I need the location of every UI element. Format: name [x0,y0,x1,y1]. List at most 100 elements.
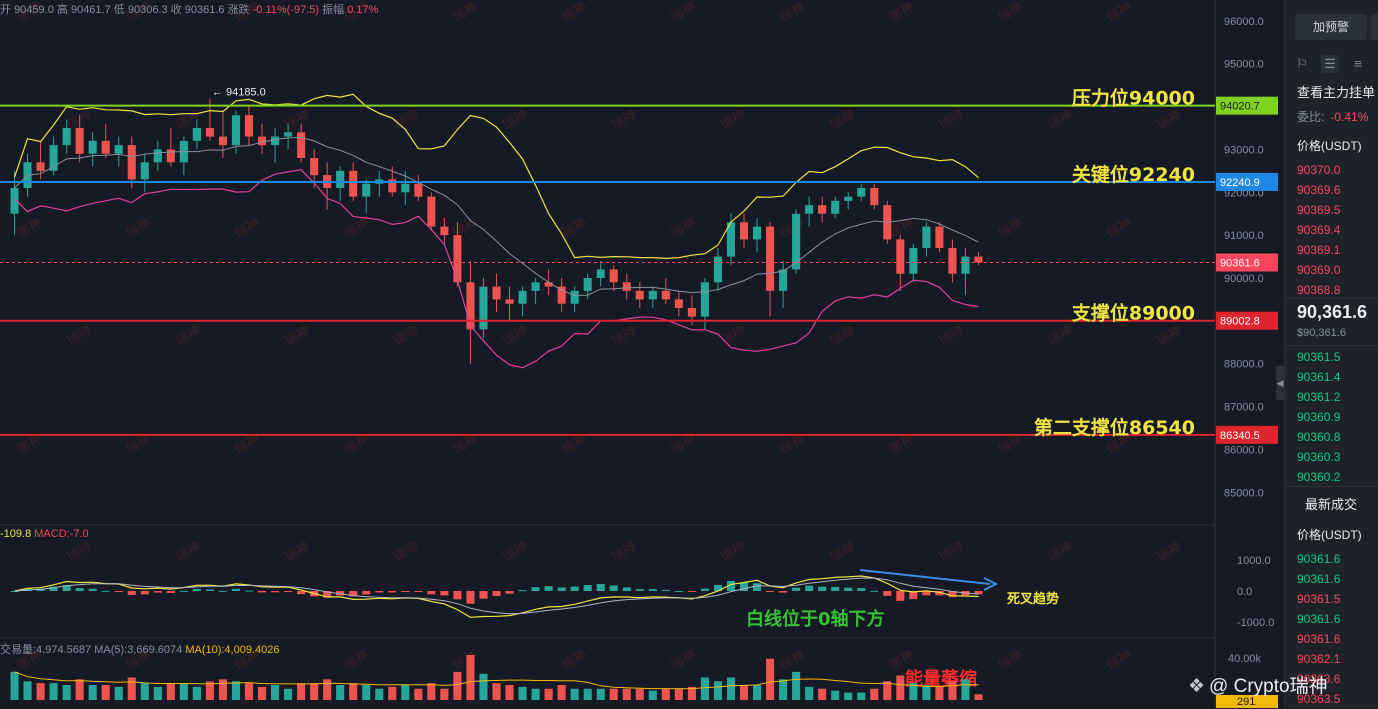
watermark-text: 瑞神 [937,539,967,565]
watermark-text: 瑞神 [610,107,640,133]
ask-row[interactable]: 90369.4 [1297,223,1341,237]
macd-histogram-bar [766,591,775,592]
watermark-text: 瑞神 [392,539,422,565]
macd-histogram-bar [557,587,566,591]
volume-value: 交易量:4,974.5687 [0,644,92,656]
high-value: 90461.7 [70,4,111,16]
macd-histogram-bar [609,585,618,591]
trade-row[interactable]: 90361.6 [1297,572,1341,586]
macd-histogram-bar [479,591,488,599]
watermark-text: 瑞神 [451,647,481,673]
orderbook-both-icon[interactable]: ☰ [1321,55,1339,73]
ask-row[interactable]: 90369.1 [1297,243,1341,257]
watermark-text: 瑞神 [1105,0,1135,25]
candle-body [583,278,592,291]
macd-histogram-bar [127,591,136,595]
candle-body [974,256,983,263]
candle-body [674,299,683,308]
macd-histogram-bar [323,591,332,598]
trade-row[interactable]: 90363.5 [1297,692,1341,706]
y-tick-label: 87000.0 [1224,402,1264,414]
mark-price: $90,361.6 [1297,327,1346,339]
macd-histogram-bar [205,589,214,591]
bid-row[interactable]: 90360.9 [1297,410,1341,424]
volume-bar [49,683,58,700]
bid-row[interactable]: 90361.5 [1297,350,1341,364]
watermark-text: 瑞神 [1046,539,1076,565]
trade-row[interactable]: 90361.5 [1297,592,1341,606]
watermark-text: 瑞神 [719,107,749,133]
ask-row[interactable]: 90370.0 [1297,163,1341,177]
candle-body [596,269,605,278]
macd-histogram-bar [414,591,423,592]
candle-body [557,286,566,304]
watermark-text: 瑞神 [501,107,531,133]
candle-body [466,282,475,330]
volume-bar [857,692,866,700]
trade-row[interactable]: 90363.6 [1297,672,1341,686]
candle-body [349,170,358,197]
macd-histogram-bar [661,589,670,591]
macd-histogram-bar [75,588,84,591]
watermark-text: 瑞神 [1155,323,1185,349]
macd-tick-label: 1000.0 [1237,555,1271,567]
macd-histogram-bar [518,590,527,592]
trade-row[interactable]: 90362.1 [1297,652,1341,666]
ask-row[interactable]: 90368.8 [1297,283,1341,297]
trade-row[interactable]: 90361.6 [1297,552,1341,566]
volume-bar [192,686,201,700]
bid-row[interactable]: 90361.4 [1297,370,1341,384]
volume-bar [713,681,722,700]
volume-bar [961,679,970,700]
volume-bar [114,686,123,700]
ask-row[interactable]: 90369.5 [1297,203,1341,217]
candle-body [127,145,136,180]
volume-bar [609,688,618,700]
candle-body [479,286,488,330]
volume-bar [218,679,227,700]
macd-histogram-bar [505,591,514,594]
collapse-panel-icon[interactable]: ◀ [1276,366,1284,400]
flag-icon[interactable]: ⚐ [1296,56,1308,71]
macd-histogram-bar [257,591,267,593]
volume-bar [583,688,592,700]
annotation-volume-shrink: 能量萎缩 [905,668,977,690]
bid-row[interactable]: 90361.2 [1297,390,1341,404]
candle-body [153,149,162,163]
volume-bar [205,681,214,700]
candle-body [140,162,149,180]
candle-body [700,282,709,317]
bid-row[interactable]: 90360.2 [1297,470,1341,484]
ask-row[interactable]: 90369.0 [1297,263,1341,277]
level-label: 压力位94000 [1072,87,1195,110]
ask-row[interactable]: 90369.6 [1297,183,1341,197]
level-label: 第二支撑位86540 [1034,416,1195,439]
watermark-text: 瑞神 [669,0,699,25]
candle-body [244,115,254,137]
open-value: 90459.0 [14,4,54,16]
trade-row[interactable]: 90361.6 [1297,632,1341,646]
more-button[interactable] [1371,14,1378,40]
volume-bar [310,683,319,700]
trade-row[interactable]: 90361.6 [1297,612,1341,626]
macd-histogram-bar [570,586,579,591]
volume-bar [127,677,136,700]
candle-body [661,290,670,300]
recent-trades-tab[interactable]: 最新成交 [1305,497,1358,512]
candle-body [896,239,905,274]
main-orders-link[interactable]: 查看主力挂单 [1297,85,1376,100]
macd-histogram-bar [792,587,801,591]
bid-row[interactable]: 90360.3 [1297,450,1341,464]
y-tick-label: 90000.0 [1224,273,1264,285]
orderbook-bids-icon[interactable]: ≡ [1354,56,1362,71]
candle-body [948,248,957,274]
bid-row[interactable]: 90360.8 [1297,430,1341,444]
candle-body [336,170,345,188]
watermark-text: 瑞神 [1105,215,1135,241]
level-label: 支撑位89000 [1071,302,1195,325]
brand-logo-icon: ❖ [1188,676,1206,697]
watermark-text: 瑞神 [501,539,531,565]
add-alert-button[interactable]: 加预警 [1295,14,1367,40]
last-price: 90,361.6 [1297,302,1368,322]
